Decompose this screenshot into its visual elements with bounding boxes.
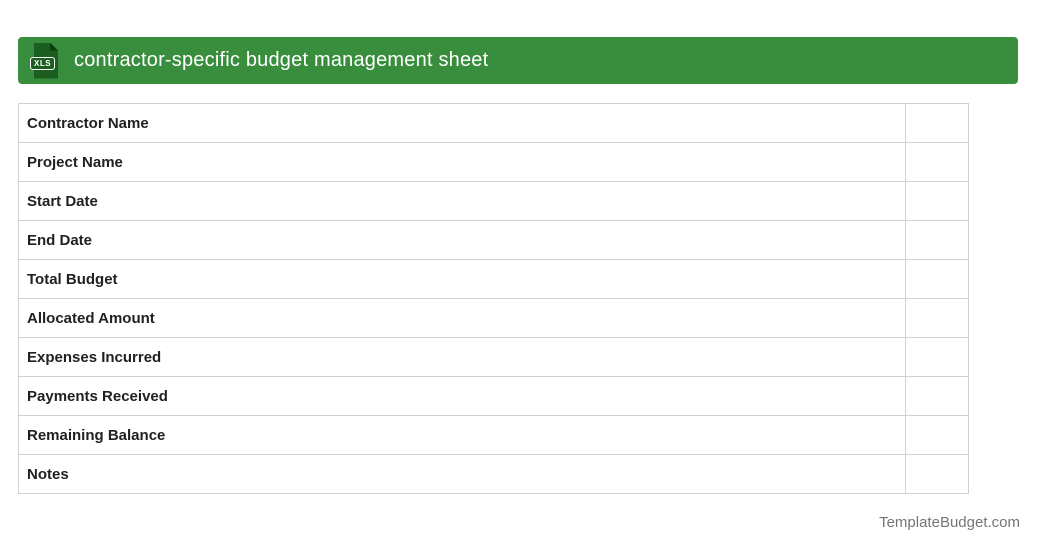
- row-label: Start Date: [18, 181, 906, 221]
- row-value-cell: [905, 337, 969, 377]
- row-value-cell: [905, 220, 969, 260]
- row-label: Payments Received: [18, 376, 906, 416]
- row-label: Remaining Balance: [18, 415, 906, 455]
- row-value-cell: [905, 181, 969, 221]
- row-value-cell: [905, 454, 969, 494]
- file-fold-corner: [49, 42, 58, 51]
- row-label: Total Budget: [18, 259, 906, 299]
- table-row: Total Budget: [18, 259, 969, 299]
- xls-file-icon: XLS: [30, 42, 60, 79]
- row-value-cell: [905, 376, 969, 416]
- budget-table: Contractor Name Project Name Start Date End…: [18, 103, 969, 494]
- row-label: Allocated Amount: [18, 298, 906, 338]
- table-row: Expenses Incurred: [18, 337, 969, 377]
- page-title: contractor-specific budget management sh…: [74, 49, 489, 71]
- row-label: End Date: [18, 220, 906, 260]
- row-value-cell: [905, 259, 969, 299]
- table-row: Payments Received: [18, 376, 969, 416]
- table-row: Allocated Amount: [18, 298, 969, 338]
- table-row: Project Name: [18, 142, 969, 182]
- table-row: Contractor Name: [18, 103, 969, 143]
- xls-badge-label: XLS: [30, 56, 56, 70]
- row-value-cell: [905, 415, 969, 455]
- table-row: End Date: [18, 220, 969, 260]
- table-row: Start Date: [18, 181, 969, 221]
- footer-watermark: TemplateBudget.com: [879, 514, 1020, 531]
- row-label: Project Name: [18, 142, 906, 182]
- table-row: Remaining Balance: [18, 415, 969, 455]
- table-row: Notes: [18, 454, 969, 494]
- row-label: Expenses Incurred: [18, 337, 906, 377]
- row-value-cell: [905, 298, 969, 338]
- row-value-cell: [905, 142, 969, 182]
- budget-table-body: Contractor Name Project Name Start Date End…: [18, 103, 969, 494]
- row-value-cell: [905, 103, 969, 143]
- row-label: Notes: [18, 454, 906, 494]
- row-label: Contractor Name: [18, 103, 906, 143]
- header-bar: XLS contractor-specific budget managemen…: [18, 37, 1018, 84]
